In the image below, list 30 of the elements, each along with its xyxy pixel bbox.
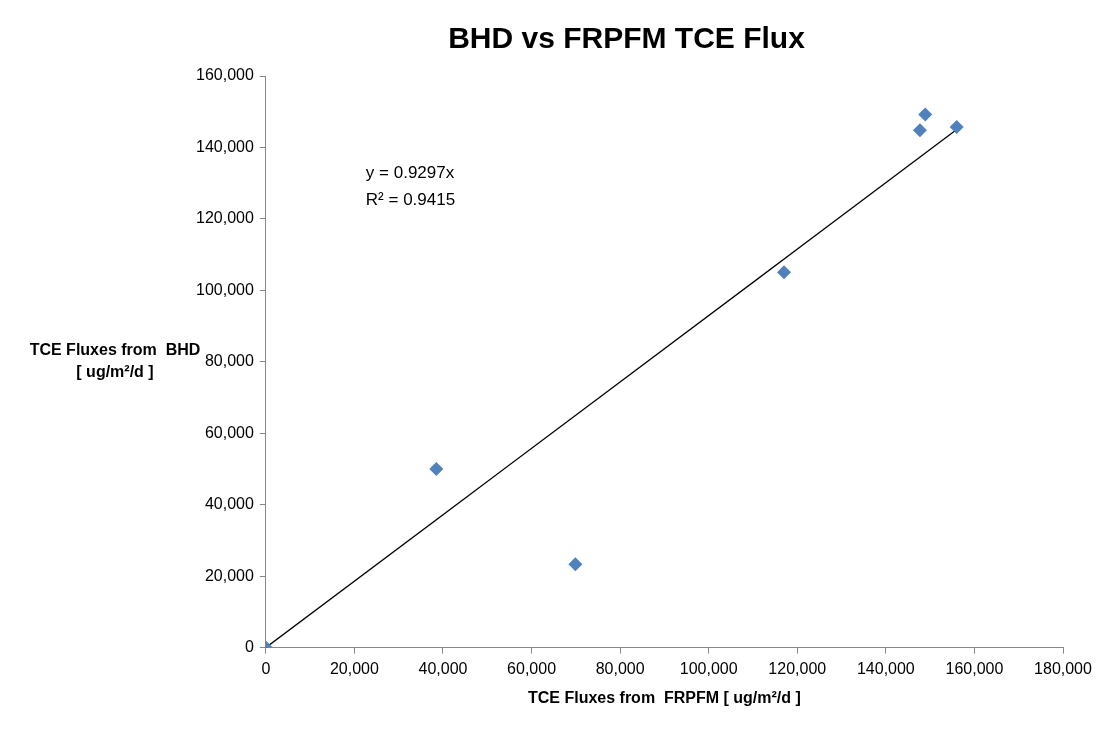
point <box>776 265 791 280</box>
x-tick-label: 20,000 <box>329 659 379 677</box>
y-tick-label: 60,000 <box>204 423 254 441</box>
y-tick-label: 40,000 <box>204 495 254 513</box>
point <box>429 461 444 476</box>
x-tick-label: 160,000 <box>945 659 1004 677</box>
y-axis-title: TCE Fluxes from BHD [ ug/m²/d ] <box>29 341 201 381</box>
chart-title: BHD vs FRPFM TCE Flux <box>448 21 806 55</box>
annotation: y = 0.9297x <box>365 162 455 182</box>
point <box>568 557 583 572</box>
y-tick-label: 100,000 <box>195 280 254 298</box>
point <box>912 123 927 138</box>
x-axis-title: TCE Fluxes from FRPFM [ ug/m²/d ] <box>527 688 801 706</box>
y-tick-label: 160,000 <box>195 66 254 84</box>
x-tick-label: 0 <box>261 659 271 677</box>
x-tick-label: 40,000 <box>418 659 468 677</box>
y-tick-label: 0 <box>244 638 254 656</box>
point <box>949 120 964 135</box>
y-tick-label: 20,000 <box>204 566 254 584</box>
x-tick-label: 100,000 <box>679 659 738 677</box>
x-tick-label: 120,000 <box>768 659 827 677</box>
x-tick-label: 80,000 <box>595 659 645 677</box>
x-tick-label: 180,000 <box>1034 659 1093 677</box>
y-tick-label: 120,000 <box>195 209 254 227</box>
annotation: R² = 0.9415 <box>365 189 456 209</box>
point <box>918 107 933 122</box>
x-tick-label: 60,000 <box>507 659 557 677</box>
x-tick-label: 140,000 <box>856 659 915 677</box>
y-tick-label: 140,000 <box>195 137 254 155</box>
y-tick-label: 80,000 <box>204 352 254 370</box>
